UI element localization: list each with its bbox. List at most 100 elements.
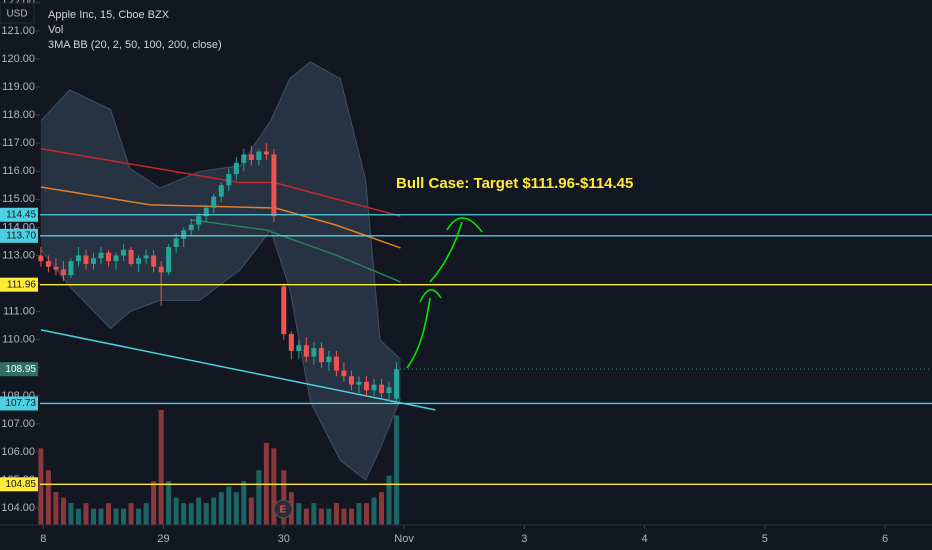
earnings-badge[interactable] xyxy=(273,499,293,519)
candle-body xyxy=(68,261,74,276)
volume-bar xyxy=(75,508,81,525)
candle-body xyxy=(341,370,347,377)
volume-bar xyxy=(203,503,209,525)
indicator-label: 3MA BB (20, 2, 50, 100, 200, close) xyxy=(48,39,222,51)
volume-bar xyxy=(91,508,97,525)
candle-body xyxy=(241,154,247,163)
candle-body xyxy=(233,162,239,175)
x-tick-label: 30 xyxy=(278,533,290,545)
bands-layer xyxy=(40,61,401,481)
volume-bar xyxy=(318,508,324,525)
candle-body xyxy=(196,216,202,225)
level-label: 113.70 xyxy=(6,230,36,241)
band-lower xyxy=(40,229,401,481)
volume-bar xyxy=(83,503,89,525)
candle-body xyxy=(311,348,317,357)
moving-average xyxy=(189,219,401,283)
level-label: 104.85 xyxy=(5,479,36,490)
volume-bar xyxy=(348,508,354,525)
candle-body xyxy=(333,356,339,371)
volume-bar xyxy=(128,503,134,525)
candle-body xyxy=(271,154,277,217)
candle-body xyxy=(188,224,194,231)
arrow-1 xyxy=(406,297,431,369)
candle-body xyxy=(256,151,262,161)
volume-bar xyxy=(53,492,59,525)
candle-body xyxy=(226,174,232,186)
volume-bar xyxy=(68,503,74,525)
candle-body xyxy=(173,238,179,248)
volume-bar xyxy=(38,448,44,525)
volume-bar xyxy=(363,503,369,525)
candle-body xyxy=(394,369,400,399)
candle-body xyxy=(91,258,97,264)
volume-bar xyxy=(181,503,187,525)
volume-bar xyxy=(218,492,224,525)
candle-body xyxy=(181,230,187,239)
volume-label: Vol xyxy=(48,24,63,36)
volume-bar xyxy=(106,503,112,525)
volume-bar xyxy=(241,481,247,525)
candle-body xyxy=(363,381,369,391)
y-tick-label: 104.00 xyxy=(1,502,35,514)
volume-bar xyxy=(226,486,232,525)
candle-body xyxy=(106,252,112,262)
candle-body xyxy=(263,151,269,155)
y-tick-label: 111.00 xyxy=(3,306,35,318)
y-tick-label: 110.00 xyxy=(2,334,35,346)
earnings-marker[interactable]: E xyxy=(280,505,287,516)
candle-body xyxy=(371,384,377,391)
volume-bar xyxy=(356,503,362,525)
volume-bar xyxy=(371,497,377,525)
x-tick-label: 8 xyxy=(40,533,46,545)
volume-bar xyxy=(379,492,385,525)
candle-body xyxy=(143,255,149,259)
volume-bar xyxy=(136,508,142,525)
volume-bar xyxy=(311,503,317,525)
level-box xyxy=(0,396,38,411)
level-label: 107.73 xyxy=(5,398,36,409)
volume-bar xyxy=(196,497,202,525)
candle-body xyxy=(318,348,324,363)
volume-bar xyxy=(341,508,347,525)
volume-bar xyxy=(113,508,119,525)
candle-body xyxy=(218,185,224,197)
y-tick-label: 115.00 xyxy=(2,193,35,205)
candle-body xyxy=(379,384,385,394)
candle-body xyxy=(281,286,287,335)
band-upper xyxy=(40,61,401,360)
volume-bar xyxy=(173,497,179,525)
arrow-1-head xyxy=(419,289,442,303)
volume-bar xyxy=(233,492,239,525)
volume-bar xyxy=(394,415,400,525)
candle-body xyxy=(113,255,119,262)
volume-bar xyxy=(60,497,66,525)
volume-bar xyxy=(121,508,127,525)
candle-body xyxy=(303,345,309,357)
level-box xyxy=(0,207,38,222)
y-tick-label: 119.00 xyxy=(2,81,35,93)
y-tick-label: 117.00 xyxy=(2,137,35,149)
volume-bar xyxy=(211,497,217,525)
last-price-label: 108.95 xyxy=(5,364,36,375)
candle-body xyxy=(248,154,254,161)
candle-body xyxy=(121,249,127,256)
volume-bar xyxy=(256,470,262,525)
level-box xyxy=(0,477,38,492)
candle-body xyxy=(60,269,66,276)
volume-bar xyxy=(248,497,254,525)
volume-bar xyxy=(188,503,194,525)
arrow-2 xyxy=(429,221,463,283)
y-tick-label: 107.00 xyxy=(1,418,35,430)
candle-body xyxy=(128,249,134,264)
volume-bar xyxy=(166,481,172,525)
volume-bar xyxy=(326,508,332,525)
candle-body xyxy=(386,387,392,394)
candle-body xyxy=(203,207,209,217)
y-tick-label: 106.00 xyxy=(1,446,35,458)
volume-bar xyxy=(303,508,309,525)
volume-bar xyxy=(143,503,149,525)
level-label: 114.45 xyxy=(6,209,36,220)
